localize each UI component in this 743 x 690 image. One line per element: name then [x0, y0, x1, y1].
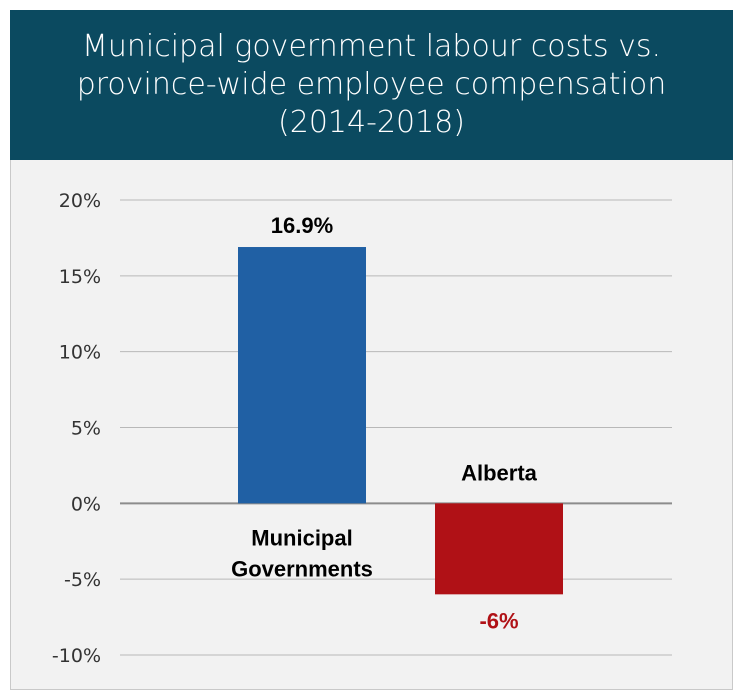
y-tick-label: 10% [59, 342, 101, 364]
chart-title: Municipal government labour costs vs. pr… [76, 29, 667, 140]
y-tick-label: 0% [71, 493, 101, 515]
category-label-municipal-governments: Municipal Governments [231, 525, 373, 581]
chart-header: Municipal government labour costs vs. pr… [10, 10, 733, 160]
data-label: 16.9% [271, 213, 333, 238]
y-tick-label: -5% [64, 569, 101, 591]
data-label: -6% [479, 608, 518, 633]
category-label-alberta: Alberta [461, 460, 538, 485]
y-tick-label: -10% [52, 645, 101, 667]
y-tick-label: 15% [59, 266, 101, 288]
bar-alberta [435, 503, 563, 595]
y-tick-label: 5% [71, 418, 101, 440]
bar-municipal-governments [238, 247, 366, 504]
y-tick-label: 20% [59, 190, 101, 212]
